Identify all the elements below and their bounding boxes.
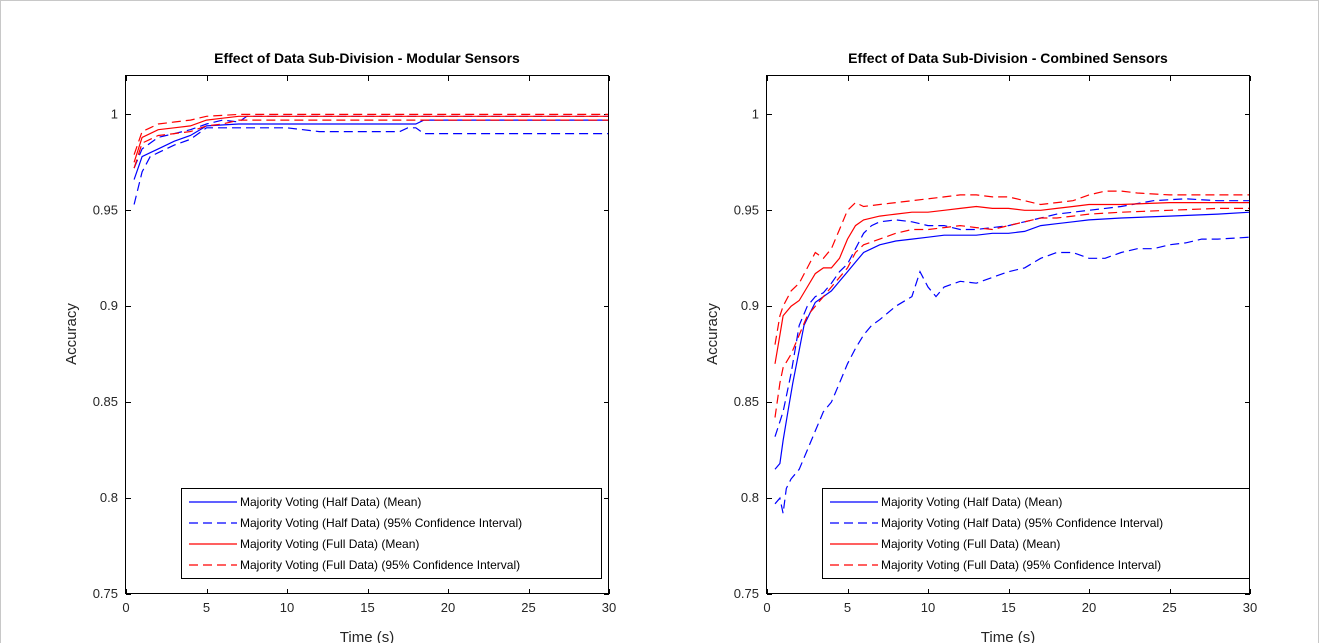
x-axis-label: Time (s) <box>981 629 1035 643</box>
x-tick-label: 5 <box>203 600 210 615</box>
y-tick-label: 0.75 <box>93 586 118 601</box>
y-tick-label: 0.95 <box>93 202 118 217</box>
y-tick-label: 0.9 <box>741 298 759 313</box>
y-tick-label: 0.9 <box>100 298 118 313</box>
legend-label: Majority Voting (Full Data) (Mean) <box>881 537 1060 551</box>
y-tick-label: 1 <box>752 106 759 121</box>
series-group <box>774 190 1251 514</box>
chart-title: Effect of Data Sub-Division - Modular Se… <box>214 50 520 66</box>
series-line <box>774 202 1250 364</box>
series-line <box>774 207 1250 418</box>
y-tick-label: 0.95 <box>734 202 759 217</box>
y-tick-label: 1 <box>111 106 118 121</box>
y-tick-label: 0.85 <box>734 394 759 409</box>
legend-label: Majority Voting (Full Data) (95% Confide… <box>240 558 520 572</box>
x-tick-label: 10 <box>921 600 935 615</box>
x-tick-label: 20 <box>1082 600 1096 615</box>
series-line <box>133 127 609 205</box>
plot-frame <box>766 75 1250 594</box>
series-line <box>774 236 1251 514</box>
x-tick-label: 30 <box>1243 600 1257 615</box>
x-tick-label: 25 <box>521 600 535 615</box>
legend-label: Majority Voting (Half Data) (95% Confide… <box>240 516 522 530</box>
legend-label: Majority Voting (Full Data) (Mean) <box>240 537 419 551</box>
series-line <box>133 115 609 163</box>
legend-label: Majority Voting (Full Data) (95% Confide… <box>881 558 1161 572</box>
axis-ticks: 0 5 10 15 20 25 30 0.75 0.8 0.85 0.9 0.95 1 <box>734 76 1257 615</box>
legend-box <box>822 488 1250 579</box>
x-tick-label: 5 <box>844 600 851 615</box>
y-tick-label: 0.85 <box>93 394 118 409</box>
chart-combined-sensors: Effect of Data Sub-Division - Combined S… <box>704 50 1257 643</box>
series-line <box>133 119 609 169</box>
x-tick-label: 15 <box>360 600 374 615</box>
y-tick-label: 0.8 <box>741 490 759 505</box>
chart-modular-sensors: Effect of Data Sub-Division - Modular Se… <box>63 50 616 643</box>
series-line <box>774 190 1250 345</box>
series-line <box>774 198 1250 437</box>
x-axis-label: Time (s) <box>340 629 394 643</box>
plot-frame <box>125 75 609 594</box>
series-line <box>133 113 609 155</box>
legend-label: Majority Voting (Half Data) (Mean) <box>881 495 1062 509</box>
x-tick-label: 0 <box>763 600 770 615</box>
axis-ticks: 0 5 10 15 20 25 30 0.75 0.8 0.85 0.9 0.95 1 <box>93 76 616 615</box>
y-axis-label: Accuracy <box>63 303 80 365</box>
y-axis-label: Accuracy <box>704 303 721 365</box>
x-tick-label: 10 <box>280 600 294 615</box>
series-line <box>133 119 609 180</box>
x-tick-label: 25 <box>1162 600 1176 615</box>
x-tick-label: 15 <box>1001 600 1015 615</box>
series-group <box>133 113 609 205</box>
series-line <box>774 211 1251 470</box>
x-tick-label: 20 <box>441 600 455 615</box>
legend-label: Majority Voting (Half Data) (Mean) <box>240 495 421 509</box>
legend-label: Majority Voting (Half Data) (95% Confide… <box>881 516 1163 530</box>
legend-box <box>181 488 602 579</box>
y-tick-label: 0.8 <box>100 490 118 505</box>
legend: Majority Voting (Half Data) (Mean) Majori… <box>822 488 1250 579</box>
x-tick-label: 30 <box>602 600 616 615</box>
y-tick-label: 0.75 <box>734 586 759 601</box>
chart-title: Effect of Data Sub-Division - Combined S… <box>848 50 1168 66</box>
legend: Majority Voting (Half Data) (Mean) Majori… <box>181 488 602 579</box>
x-tick-label: 0 <box>122 600 129 615</box>
